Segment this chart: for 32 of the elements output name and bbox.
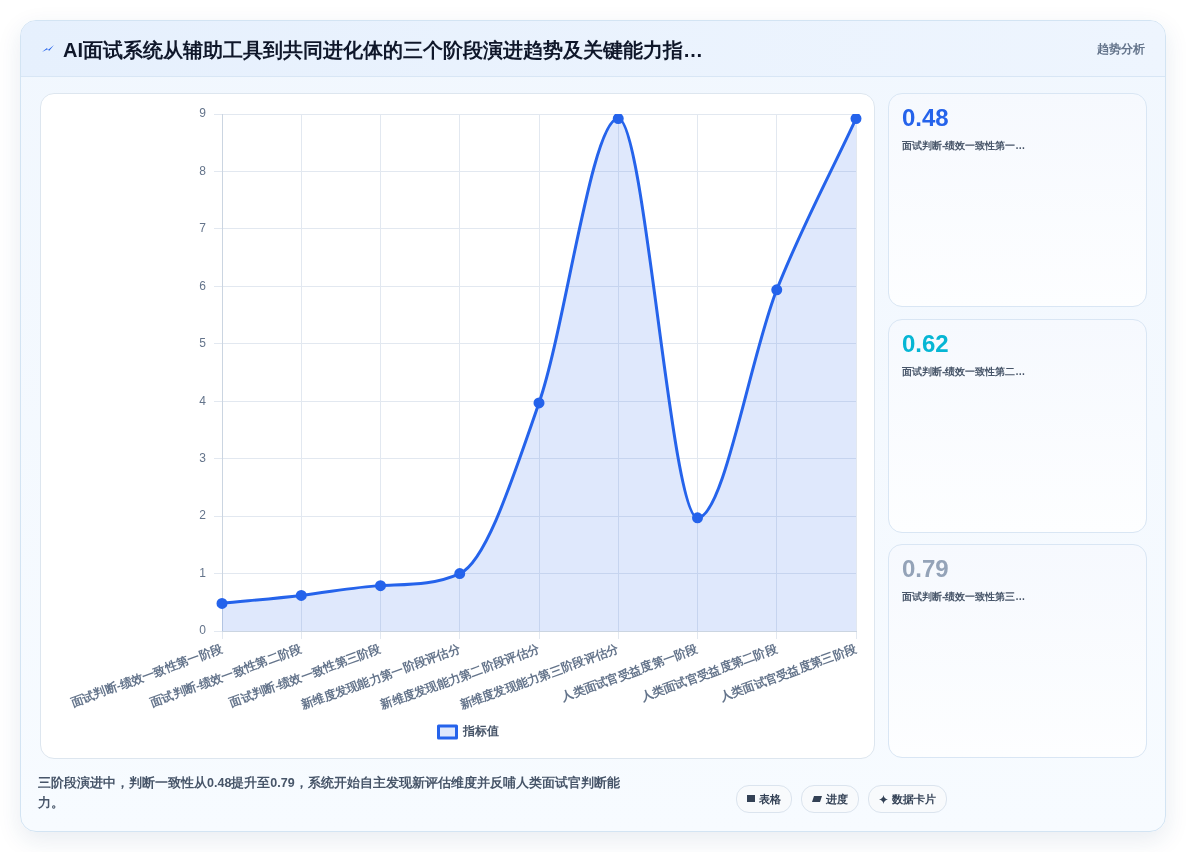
text: 0.62 [902,329,949,358]
text: 面试判断-绩效一致性第三… [902,590,1026,604]
point [692,512,703,524]
text: 表格 [759,791,781,807]
point [295,589,307,601]
text: 趋势分析 [1097,41,1145,58]
point [850,114,862,125]
point [216,597,228,609]
point [454,568,466,580]
point [771,284,783,296]
y-tick-label: 3 [199,450,207,465]
text: 面试判断-绩效一致性第一… [902,139,1026,153]
y-tick-label: 6 [199,278,207,293]
text: 进度 [826,791,848,807]
y-tick-label: 5 [199,336,207,351]
text: 数据卡片 [892,791,936,807]
y-tick-label: 9 [199,106,207,121]
y-tick-label: 2 [199,508,207,523]
text: 三阶段演进中，判断一致性从0.48提升至0.79，系统开始自主发现新评估维度并反哺人类面试官判断能力。 [38,774,621,812]
y-tick-label: 0 [199,623,207,638]
text: 0.48 [902,104,949,132]
y-tick-label: 7 [199,221,207,236]
point [375,580,386,592]
y-tick-label: 4 [199,393,207,408]
y-tick-label: 8 [199,163,207,178]
text: 面试判断-绩效一致性第二… [902,364,1026,379]
point [533,397,545,409]
legend-label: 指标值 [461,724,499,739]
point [612,114,624,125]
chart-title: AI面试系统从辅助工具到共同进化体的三个阶段演进趋势及关键能力指… [63,38,703,63]
text: 0.79 [902,555,949,583]
y-tick-label: 1 [199,565,207,580]
